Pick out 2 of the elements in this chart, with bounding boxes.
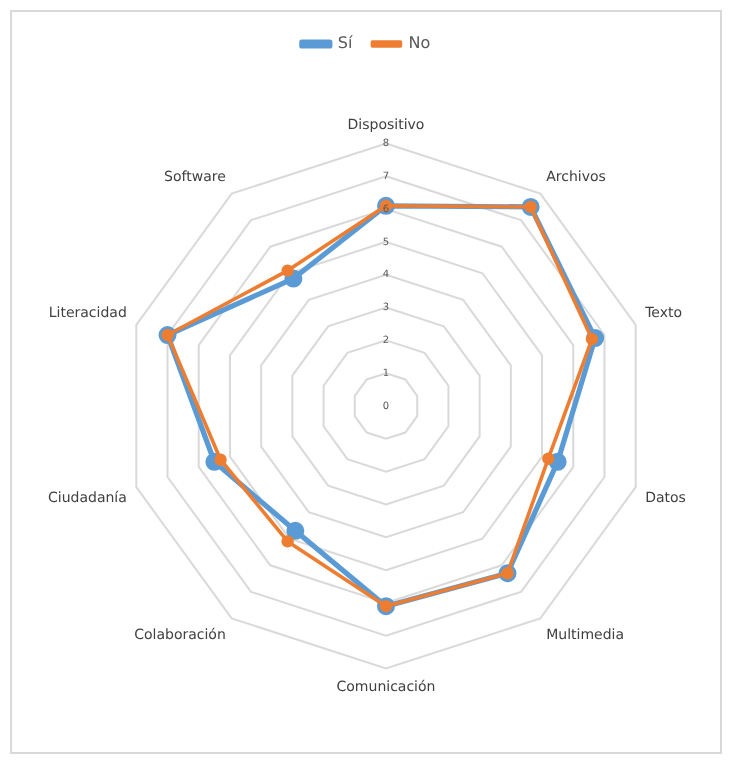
legend-label: Sí	[337, 34, 354, 53]
legend-label: No	[408, 34, 431, 53]
